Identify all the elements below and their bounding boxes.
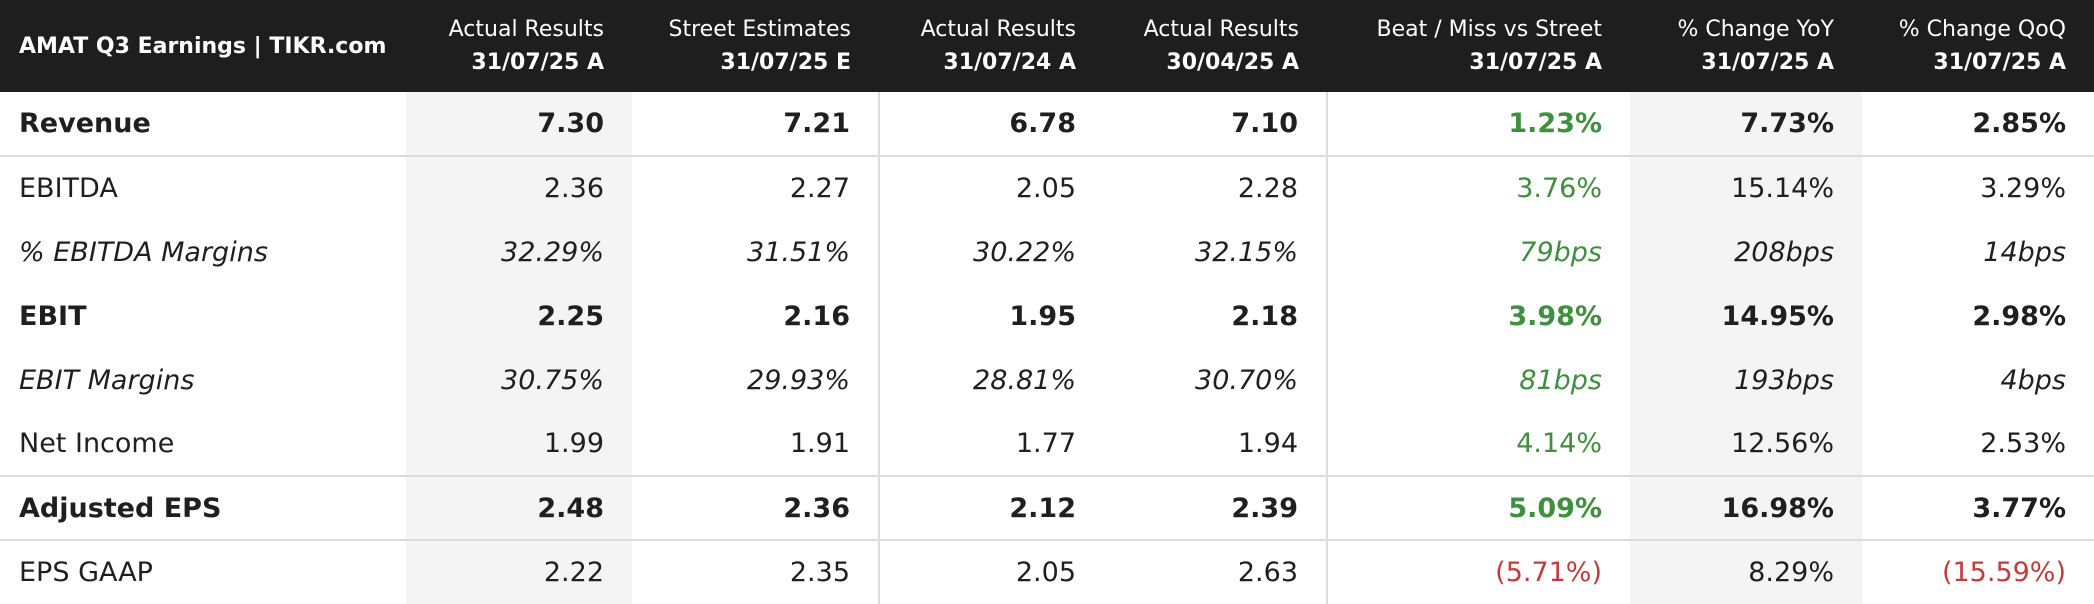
table-row-ebit-margins: EBIT Margins 30.75% 29.93% 28.81% 30.70%…: [0, 348, 2094, 412]
cell-actual-q3-2024: 2.05: [878, 539, 1104, 604]
cell-change-qoq: (15.59%): [1862, 539, 2094, 604]
row-label: EBIT: [19, 300, 87, 332]
cell-street-estimate: 7.21: [783, 108, 850, 139]
column-label: % Change QoQ: [1898, 17, 2066, 42]
cell-beat-miss: 3.76%: [1326, 155, 1630, 220]
cell-beat-miss: (5.71%): [1326, 539, 1630, 604]
column-label: Beat / Miss vs Street: [1376, 17, 1602, 42]
cell-actual-q2-2025: 2.18: [1231, 300, 1298, 332]
cell-beat-miss: 5.09%: [1326, 475, 1630, 540]
cell-actual-q3-2025: 2.25: [406, 284, 632, 348]
cell-actual-q3-2025: 2.22: [406, 539, 632, 604]
cell-beat-miss: 3.98%: [1326, 284, 1630, 348]
column-label: Actual Results: [920, 17, 1076, 42]
cell-actual-q3-2025: 2.48: [406, 475, 632, 540]
cell-actual-q2-2025: 7.10: [1231, 108, 1298, 139]
cell-actual-q2-2025: 2.39: [1104, 475, 1327, 540]
cell-street-estimate: 2.36: [632, 475, 879, 540]
cell-beat-miss: 1.23%: [1326, 92, 1630, 156]
column-header-beat-miss: Beat / Miss vs Street 31/07/25 A: [1327, 0, 1630, 92]
cell-actual-q3-2025: 32.29%: [406, 220, 632, 284]
cell-actual-q3-2025: 1.99: [406, 412, 632, 476]
cell-actual-q3-2024: 2.05: [878, 155, 1104, 220]
cell-actual-q3-2024: 28.81%: [878, 348, 1104, 412]
cell-change-yoy: 208bps: [1630, 220, 1862, 284]
row-label: Revenue: [19, 108, 151, 139]
table-row-adjusted-eps: Adjusted EPS 2.48 2.36 2.12 2.39 5.09% 1…: [0, 475, 2094, 540]
cell-change-qoq: 2.85%: [1972, 108, 2066, 139]
column-date: 31/07/25 A: [471, 50, 604, 75]
cell-actual-q3-2025: 30.75%: [406, 348, 632, 412]
cell-actual-q2-2025: 1.94: [1237, 428, 1298, 459]
column-date: 31/07/25 A: [1701, 50, 1834, 75]
cell-actual-q3-2024: 1.77: [878, 412, 1104, 476]
cell-change-yoy: 193bps: [1630, 348, 1862, 412]
cell-street-estimate: 2.16: [783, 300, 850, 332]
column-date: 31/07/25 A: [1933, 50, 2066, 75]
cell-change-qoq: 4bps: [2000, 364, 2066, 396]
cell-actual-q2-2025: 2.63: [1104, 539, 1327, 604]
cell-beat-miss: 81bps: [1326, 348, 1630, 412]
row-label: EBIT Margins: [19, 364, 195, 396]
table-row-ebitda-margins: % EBITDA Margins 32.29% 31.51% 30.22% 32…: [0, 220, 2094, 284]
cell-change-qoq: 3.29%: [1862, 155, 2094, 220]
cell-change-yoy: 8.29%: [1630, 539, 1862, 604]
column-header-actual-q2-2025: Actual Results 30/04/25 A: [1104, 0, 1327, 92]
cell-street-estimate: 29.93%: [747, 364, 850, 396]
table-row-eps-gaap: EPS GAAP 2.22 2.35 2.05 2.63 (5.71%) 8.2…: [0, 539, 2094, 604]
cell-actual-q3-2024: 30.22%: [878, 220, 1104, 284]
cell-actual-q3-2024: 6.78: [878, 92, 1104, 156]
row-label: % EBITDA Margins: [19, 236, 268, 268]
cell-actual-q3-2025: 2.36: [406, 155, 632, 220]
cell-change-yoy: 7.73%: [1630, 92, 1862, 156]
cell-actual-q2-2025: 32.15%: [1195, 236, 1298, 268]
cell-street-estimate: 31.51%: [747, 236, 850, 268]
cell-change-qoq: 3.77%: [1862, 475, 2094, 540]
column-label: Street Estimates: [668, 17, 851, 42]
column-header-change-qoq: % Change QoQ 31/07/25 A: [1862, 0, 2094, 92]
table-title: AMAT Q3 Earnings | TIKR.com: [19, 33, 387, 59]
cell-change-qoq: 2.98%: [1972, 300, 2066, 332]
cell-actual-q3-2024: 1.95: [878, 284, 1104, 348]
cell-street-estimate: 1.91: [789, 428, 850, 459]
column-header-actual-q3-2024: Actual Results 31/07/24 A: [879, 0, 1104, 92]
cell-street-estimate: 2.35: [632, 539, 879, 604]
column-header-street-estimates: Street Estimates 31/07/25 E: [632, 0, 879, 92]
column-label: Actual Results: [1143, 17, 1299, 42]
column-label: Actual Results: [448, 17, 604, 42]
table-row-net-income: Net Income 1.99 1.91 1.77 1.94 4.14% 12.…: [0, 412, 2094, 476]
column-label: % Change YoY: [1677, 17, 1834, 42]
table-row-revenue: Revenue 7.30 7.21 6.78 7.10 1.23% 7.73% …: [0, 92, 2094, 156]
column-date: 30/04/25 A: [1166, 50, 1299, 75]
column-header-change-yoy: % Change YoY 31/07/25 A: [1630, 0, 1862, 92]
column-header-actual-q3-2025: Actual Results 31/07/25 A: [406, 0, 632, 92]
row-label: Adjusted EPS: [0, 475, 406, 540]
cell-actual-q2-2025: 2.28: [1104, 155, 1327, 220]
column-date: 31/07/25 E: [720, 50, 851, 75]
column-date: 31/07/25 A: [1469, 50, 1602, 75]
cell-beat-miss: 4.14%: [1326, 412, 1630, 476]
cell-change-qoq: 14bps: [1983, 236, 2066, 268]
cell-actual-q3-2025: 7.30: [406, 92, 632, 156]
table-row-ebit: EBIT 2.25 2.16 1.95 2.18 3.98% 14.95% 2.…: [0, 284, 2094, 348]
cell-street-estimate: 2.27: [632, 155, 879, 220]
cell-actual-q2-2025: 30.70%: [1195, 364, 1298, 396]
row-label: EBITDA: [0, 155, 406, 220]
cell-change-yoy: 15.14%: [1630, 155, 1862, 220]
table-row-ebitda: EBITDA 2.36 2.27 2.05 2.28 3.76% 15.14% …: [0, 155, 2094, 220]
cell-actual-q3-2024: 2.12: [878, 475, 1104, 540]
column-date: 31/07/24 A: [943, 50, 1076, 75]
cell-change-yoy: 14.95%: [1630, 284, 1862, 348]
cell-change-qoq: 2.53%: [1980, 428, 2066, 459]
cell-change-yoy: 12.56%: [1630, 412, 1862, 476]
cell-beat-miss: 79bps: [1326, 220, 1630, 284]
cell-change-yoy: 16.98%: [1630, 475, 1862, 540]
row-label: EPS GAAP: [0, 539, 406, 604]
header-row: AMAT Q3 Earnings | TIKR.com Actual Resul…: [0, 0, 2094, 92]
row-label: Net Income: [19, 428, 175, 459]
